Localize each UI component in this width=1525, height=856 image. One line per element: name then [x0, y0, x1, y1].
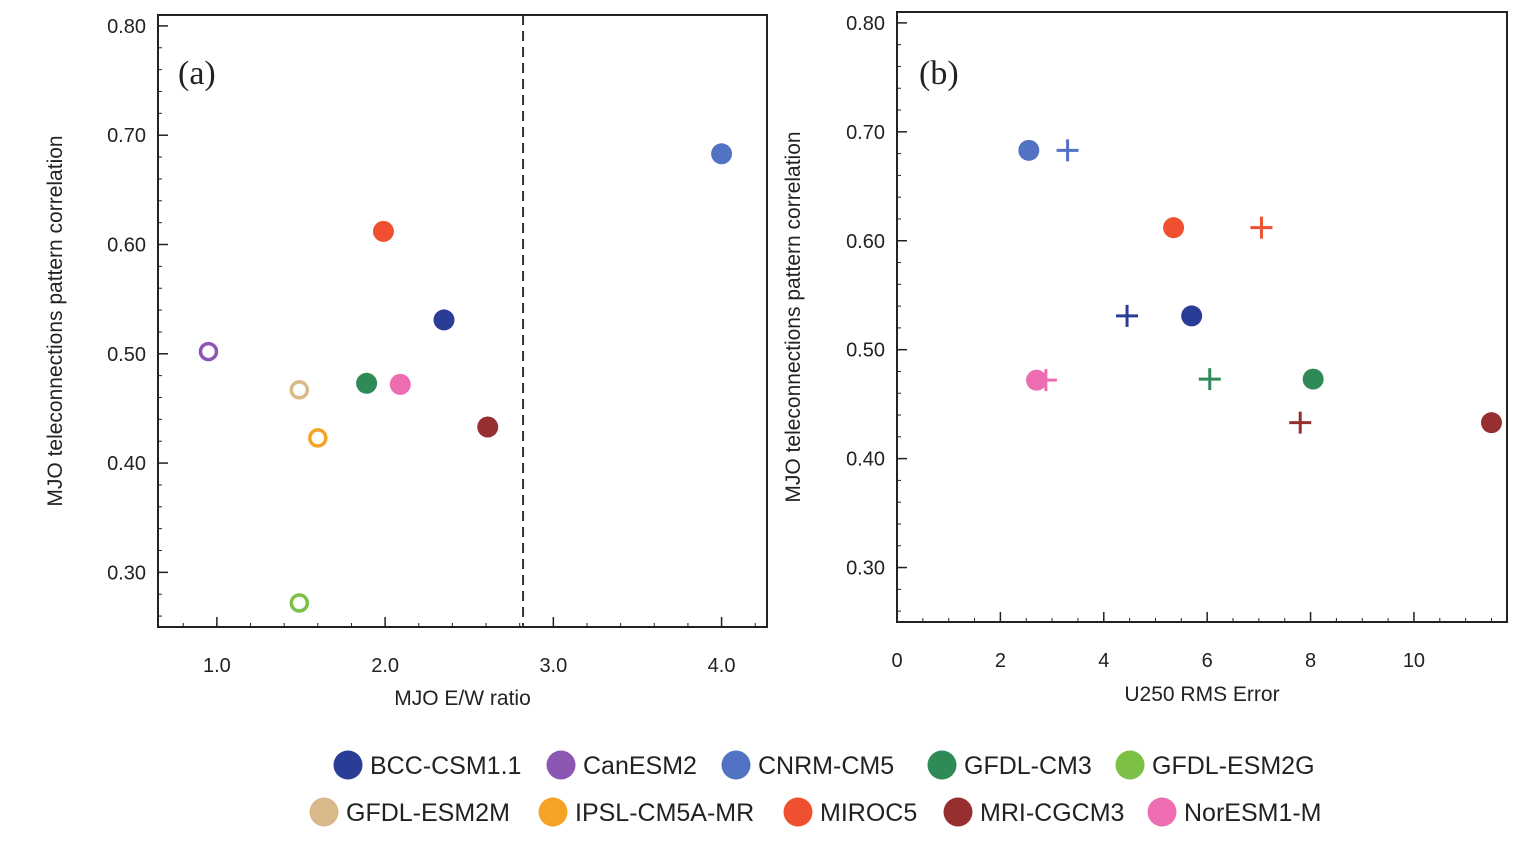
legend-swatch [783, 797, 813, 827]
x-tick-label: 0 [891, 650, 902, 672]
legend-swatch [333, 750, 363, 780]
panel-label: (a) [178, 55, 216, 92]
x-tick-label: 6 [1202, 650, 1213, 672]
legend-swatch [1147, 797, 1177, 827]
x-tick-label: 4 [1098, 650, 1109, 672]
legend-item-noresm1-m: NorESM1-M [1147, 797, 1322, 827]
plus-point-cnrm-cm5 [1056, 139, 1079, 162]
legend-swatch [538, 797, 568, 827]
y-tick-label: 0.70 [107, 125, 146, 147]
x-tick-label: 8 [1305, 650, 1316, 672]
legend-item-mri-cgcm3: MRI-CGCM3 [943, 797, 1124, 827]
legend-label: BCC-CSM1.1 [370, 752, 521, 780]
y-tick-label: 0.50 [107, 344, 146, 366]
x-tick-label: 2.0 [371, 655, 399, 677]
panel-a: 0.30 0.40 0.50 0.60 0.70 0.80 1.0 2.0 3.0 4.0 MJO … [44, 14, 768, 710]
legend-item-gfdl-esm2m: GFDL-ESM2M [309, 797, 510, 827]
legend-swatch [309, 797, 339, 827]
legend-label: GFDL-ESM2G [1152, 752, 1315, 780]
point-bcc-csm1-1 [1181, 305, 1203, 327]
y-tick-label: 0.40 [107, 453, 146, 475]
x-axis-title: MJO E/W ratio [394, 687, 531, 710]
legend-label: IPSL-CM5A-MR [575, 799, 754, 827]
y-tick-label: 0.30 [846, 558, 885, 580]
legend-label: MRI-CGCM3 [980, 799, 1124, 827]
y-tick-label: 0.60 [846, 231, 885, 253]
point-gfdl-cm3 [356, 372, 378, 394]
legend-swatch [1115, 750, 1145, 780]
legend-swatch [721, 750, 751, 780]
legend-label: CanESM2 [583, 752, 697, 780]
point-miroc5 [372, 220, 394, 242]
x-tick-label: 1.0 [203, 655, 231, 677]
point-cnrm-cm5 [711, 143, 733, 165]
legend-item-gfdl-cm3: GFDL-CM3 [927, 750, 1092, 780]
y-tick-label: 0.40 [846, 449, 885, 471]
point-cnrm-cm5 [1018, 139, 1040, 161]
legend-item-gfdl-esm2g: GFDL-ESM2G [1115, 750, 1315, 780]
x-tick-label: 4.0 [708, 655, 736, 677]
y-tick-label: 0.80 [107, 16, 146, 38]
x-tick-label: 2 [995, 650, 1006, 672]
panel-b: 0.30 0.40 0.50 0.60 0.70 0.80 0 2 4 6 8 10 U250 RMS … [782, 11, 1508, 706]
legend-item-cnrm-cm5: CNRM-CM5 [721, 750, 894, 780]
point-noresm1-m [389, 373, 411, 395]
plus-point-mri-cgcm3 [1289, 411, 1312, 434]
point-ipsl-cm5a-mr [308, 428, 328, 448]
plus-point-bcc-csm1-1 [1116, 304, 1139, 327]
point-mri-cgcm3 [477, 416, 499, 438]
y-axis-title: MJO teleconnections pattern correlation [782, 131, 805, 502]
point-canesm2 [198, 341, 219, 362]
x-tick-label: 10 [1403, 650, 1425, 672]
legend-label: MIROC5 [820, 799, 917, 827]
plot-frame [157, 14, 768, 628]
plus-point-miroc5 [1250, 216, 1273, 239]
legend-label: GFDL-ESM2M [346, 799, 510, 827]
point-mri-cgcm3 [1480, 412, 1502, 434]
legend-swatch [943, 797, 973, 827]
legend-label: CNRM-CM5 [758, 752, 894, 780]
y-axis-title: MJO teleconnections pattern correlation [44, 135, 67, 506]
point-gfdl-cm3 [1302, 368, 1324, 390]
legend-swatch [927, 750, 957, 780]
legend-item-ipsl-cm5a-mr: IPSL-CM5A-MR [538, 797, 754, 827]
y-tick-label: 0.50 [846, 340, 885, 362]
x-tick-label: 3.0 [539, 655, 567, 677]
plus-point-gfdl-cm3 [1198, 368, 1221, 391]
legend-label: GFDL-CM3 [964, 752, 1092, 780]
x-axis-title: U250 RMS Error [1124, 683, 1279, 706]
plot-frame [896, 11, 1508, 623]
point-gfdl-esm2g [289, 593, 310, 613]
legend-item-miroc5: MIROC5 [783, 797, 917, 827]
legend-item-bcc-csm1-1: BCC-CSM1.1 [333, 750, 521, 780]
panel-label: (b) [919, 55, 959, 92]
legend: BCC-CSM1.1 CanESM2 CNRM-CM5 GFDL-CM3 GFDL-ES… [309, 750, 1322, 827]
y-tick-label: 0.30 [107, 562, 146, 584]
point-gfdl-esm2m [289, 380, 310, 400]
legend-label: NorESM1-M [1184, 799, 1322, 827]
y-tick-label: 0.70 [846, 122, 885, 144]
plus-point-noresm1-m [1034, 369, 1057, 392]
y-tick-label: 0.60 [107, 235, 146, 257]
y-tick-label: 0.80 [846, 13, 885, 35]
legend-item-canesm2: CanESM2 [546, 750, 697, 780]
legend-swatch [546, 750, 576, 780]
point-bcc-csm1-1 [433, 309, 455, 331]
point-miroc5 [1163, 217, 1185, 239]
